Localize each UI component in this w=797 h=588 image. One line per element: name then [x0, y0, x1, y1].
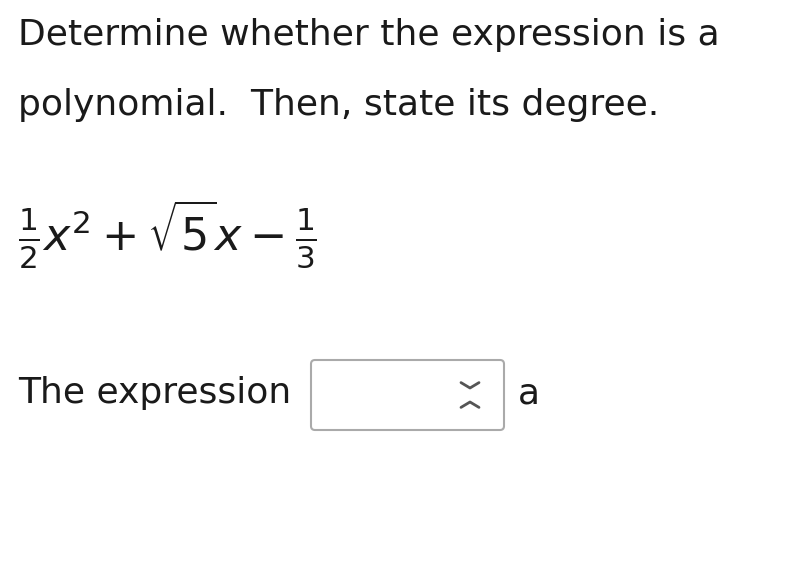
Text: a: a	[518, 376, 540, 410]
Text: polynomial.  Then, state its degree.: polynomial. Then, state its degree.	[18, 88, 659, 122]
Text: $\frac{1}{2}x^2 + \sqrt{5}x - \frac{1}{3}$: $\frac{1}{2}x^2 + \sqrt{5}x - \frac{1}{3…	[18, 198, 317, 270]
FancyBboxPatch shape	[311, 360, 504, 430]
Text: Determine whether the expression is a: Determine whether the expression is a	[18, 18, 720, 52]
Text: The expression: The expression	[18, 376, 291, 410]
